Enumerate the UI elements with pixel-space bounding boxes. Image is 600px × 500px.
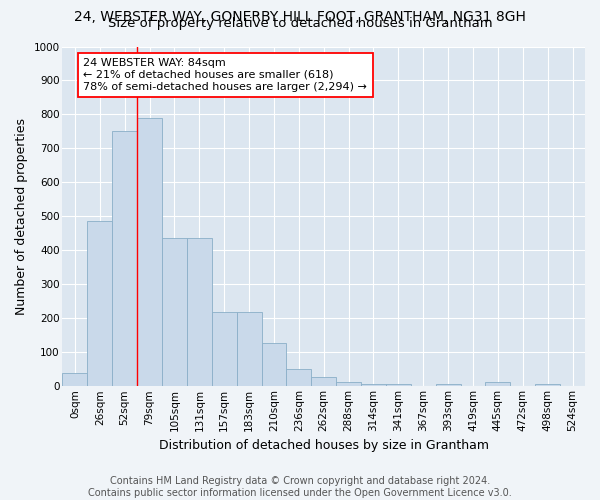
- Bar: [485, 382, 511, 386]
- Text: 24 WEBSTER WAY: 84sqm
← 21% of detached houses are smaller (618)
78% of semi-det: 24 WEBSTER WAY: 84sqm ← 21% of detached …: [83, 58, 367, 92]
- Y-axis label: Number of detached properties: Number of detached properties: [15, 118, 28, 315]
- Bar: [236, 312, 262, 386]
- Bar: [336, 382, 361, 386]
- Bar: [311, 377, 336, 386]
- Bar: [88, 221, 112, 386]
- Bar: [62, 372, 88, 386]
- Bar: [386, 384, 411, 386]
- X-axis label: Distribution of detached houses by size in Grantham: Distribution of detached houses by size …: [159, 440, 489, 452]
- Bar: [262, 343, 286, 386]
- Bar: [361, 384, 386, 386]
- Bar: [137, 118, 162, 386]
- Bar: [212, 312, 236, 386]
- Bar: [436, 384, 461, 386]
- Text: 24, WEBSTER WAY, GONERBY HILL FOOT, GRANTHAM, NG31 8GH: 24, WEBSTER WAY, GONERBY HILL FOOT, GRAN…: [74, 10, 526, 24]
- Bar: [535, 384, 560, 386]
- Bar: [162, 238, 187, 386]
- Bar: [187, 238, 212, 386]
- Bar: [286, 370, 311, 386]
- Text: Size of property relative to detached houses in Grantham: Size of property relative to detached ho…: [107, 18, 493, 30]
- Bar: [112, 132, 137, 386]
- Text: Contains HM Land Registry data © Crown copyright and database right 2024.
Contai: Contains HM Land Registry data © Crown c…: [88, 476, 512, 498]
